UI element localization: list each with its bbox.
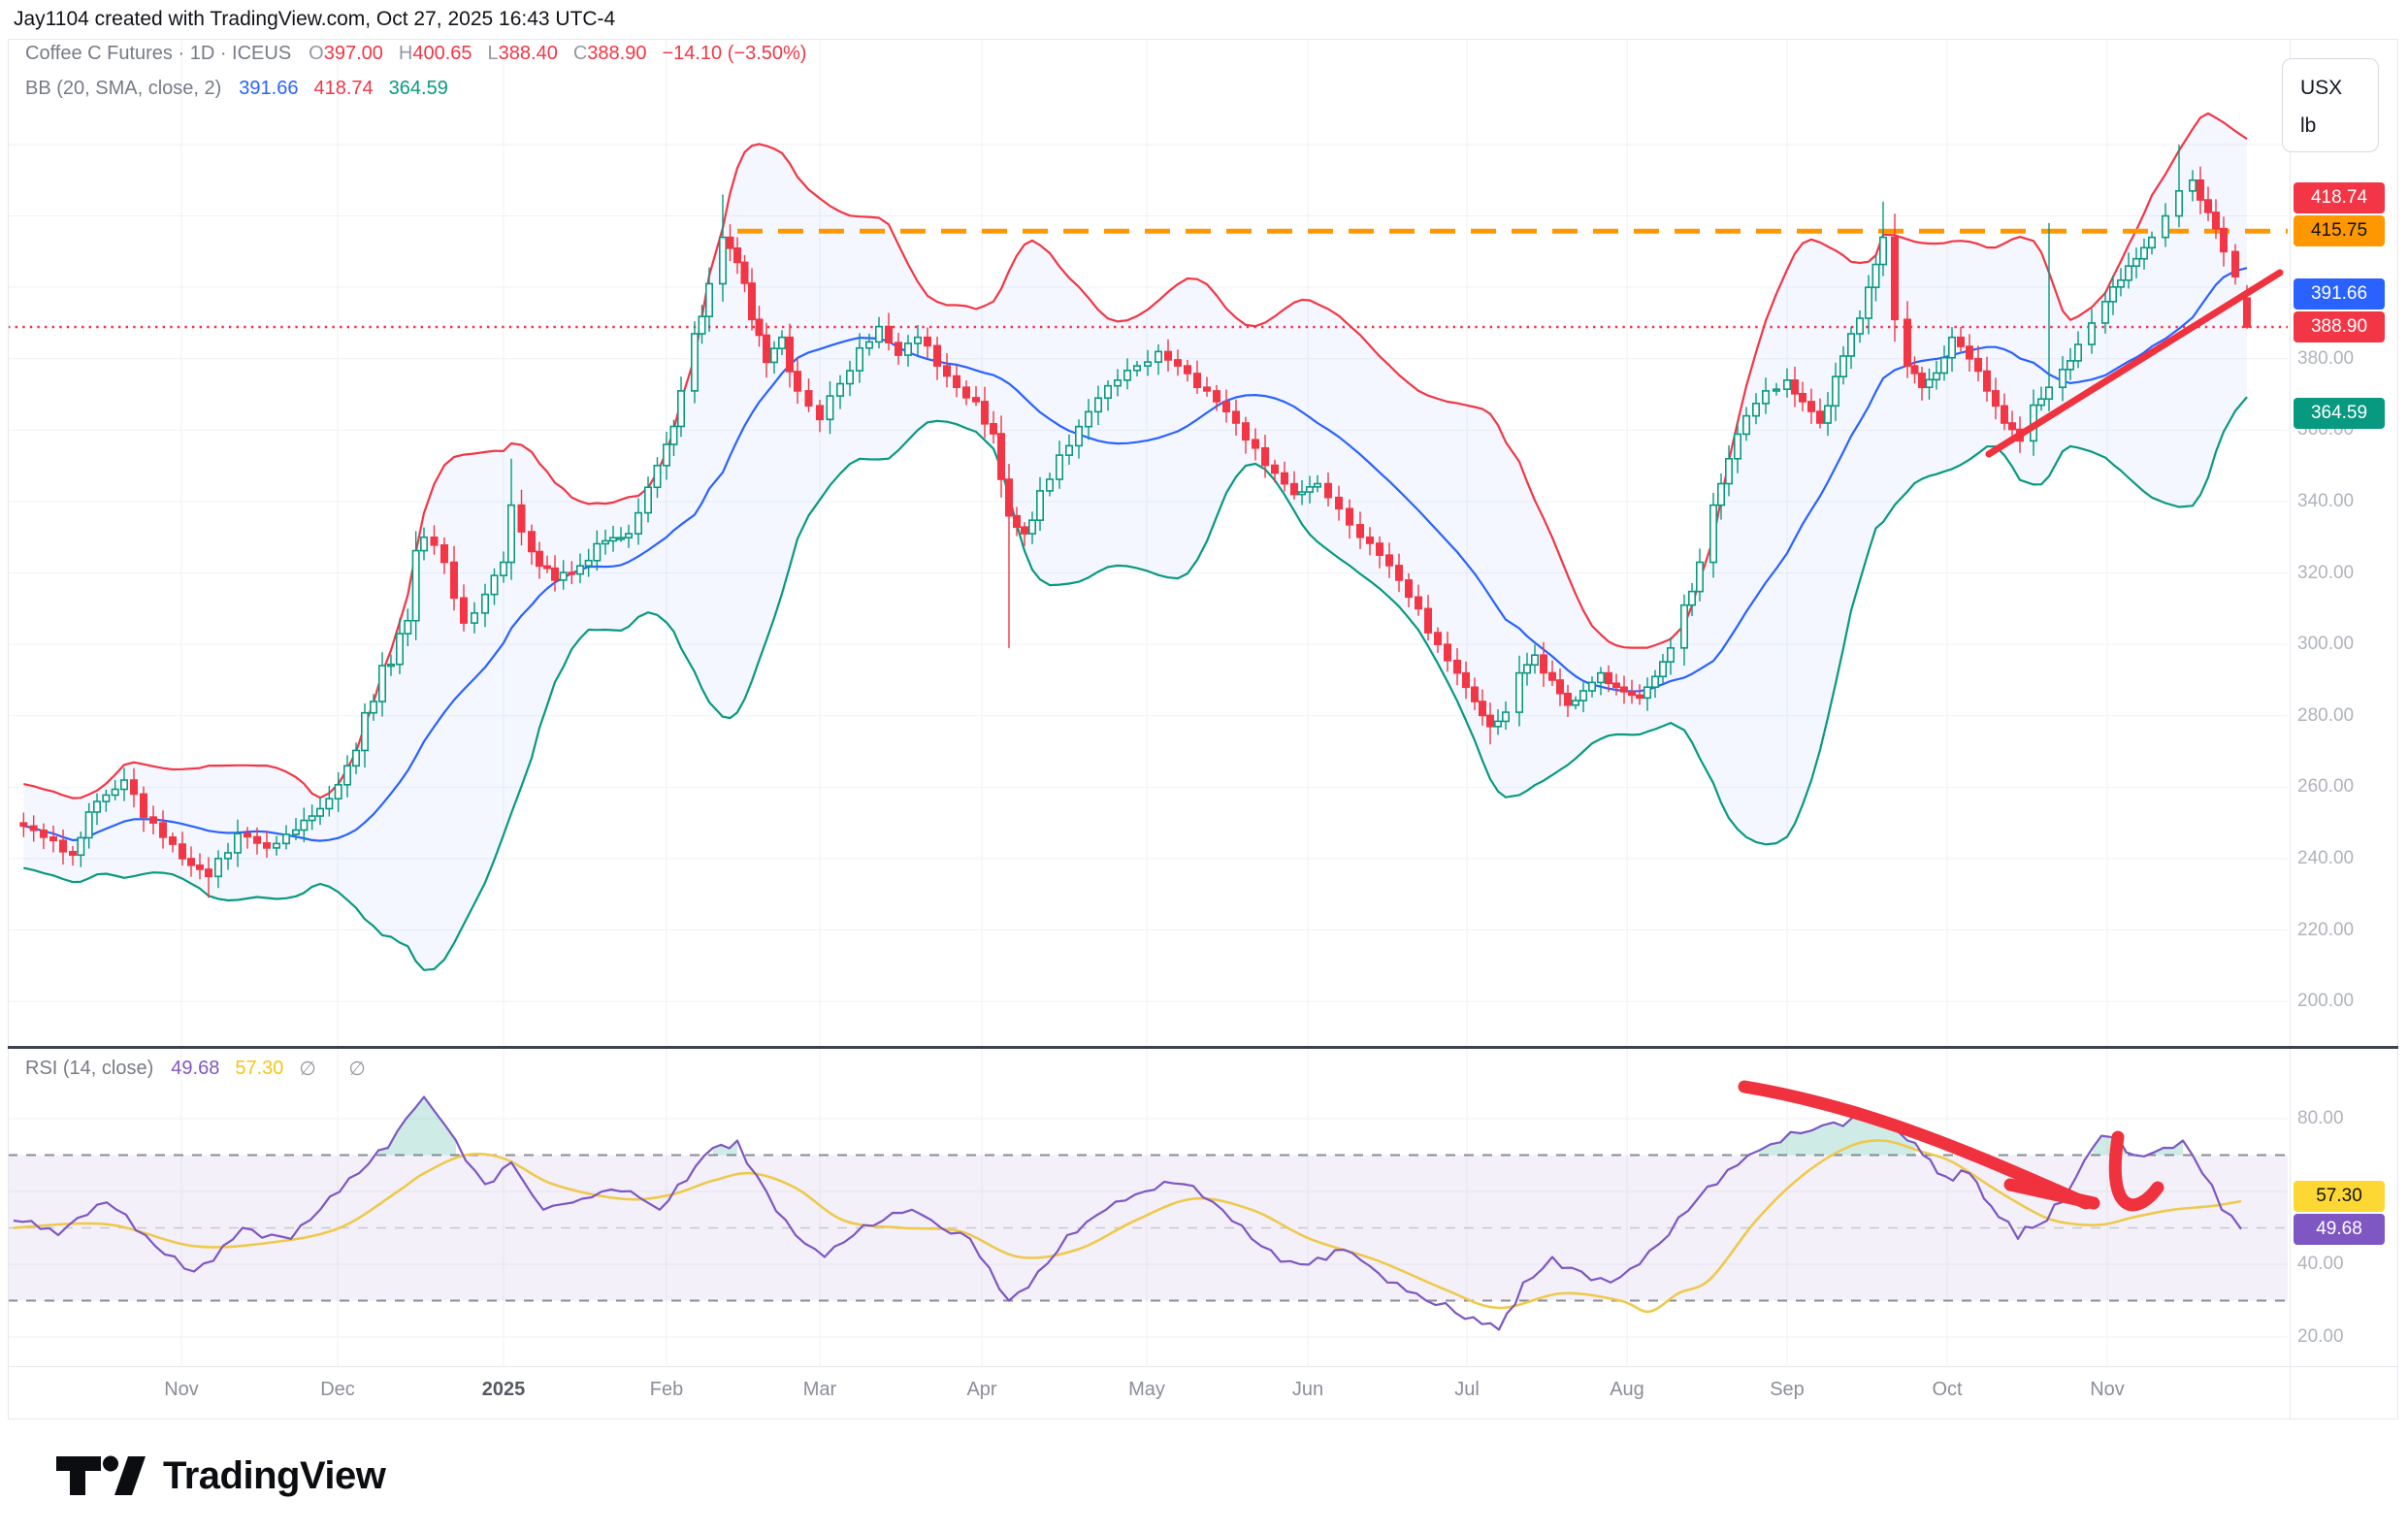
unit-currency: USX bbox=[2300, 77, 2343, 99]
tradingview-logo[interactable]: TradingView bbox=[54, 1453, 386, 1498]
time-axis-month: Mar bbox=[802, 1379, 837, 1400]
high-value: 400.65 bbox=[412, 43, 472, 64]
time-axis[interactable] bbox=[8, 1367, 2290, 1419]
time-axis-month: May bbox=[1128, 1379, 1165, 1400]
time-axis-border bbox=[8, 1366, 2398, 1367]
card-top-border bbox=[8, 39, 2398, 40]
price-tick-label: 200.00 bbox=[2297, 991, 2355, 1012]
bb-upper-value: 418.74 bbox=[313, 78, 374, 99]
high-label: H bbox=[398, 43, 413, 64]
time-axis-month: Apr bbox=[966, 1379, 997, 1400]
price-tick-label: 240.00 bbox=[2297, 847, 2355, 868]
price-tick-label: 260.00 bbox=[2297, 776, 2355, 798]
price-tick-label: 380.00 bbox=[2297, 347, 2355, 369]
symbol-title[interactable]: Coffee C Futures · 1D · ICEUS bbox=[25, 43, 292, 64]
close-label: C bbox=[572, 43, 588, 64]
price-tick-label: 220.00 bbox=[2297, 919, 2355, 940]
open-label: O bbox=[309, 43, 324, 64]
rsi-tick-label: 80.00 bbox=[2297, 1108, 2344, 1128]
rsi-tick-label: 20.00 bbox=[2297, 1326, 2344, 1347]
close-value: 388.90 bbox=[587, 43, 647, 64]
time-axis-month: Dec bbox=[320, 1379, 355, 1400]
bb-legend-row: BB (20, SMA, close, 2) 391.66 418.74 364… bbox=[25, 78, 464, 100]
low-label: L bbox=[487, 43, 499, 64]
unit-selector[interactable]: USX lb bbox=[2282, 58, 2379, 152]
rsi-tick-label: 40.00 bbox=[2297, 1254, 2344, 1274]
time-axis-month: Aug bbox=[1610, 1379, 1644, 1400]
price-badge: 57.30 bbox=[2294, 1180, 2385, 1212]
time-axis-month: Nov bbox=[164, 1379, 199, 1400]
rsi-title[interactable]: RSI (14, close) bbox=[25, 1058, 154, 1079]
rsi-value: 49.68 bbox=[171, 1058, 220, 1079]
attribution-text: Jay1104 created with TradingView.com, Oc… bbox=[14, 8, 616, 30]
tradingview-logo-text: TradingView bbox=[163, 1453, 386, 1497]
price-badge: 415.75 bbox=[2294, 215, 2385, 247]
card-right-border bbox=[2397, 39, 2398, 1419]
time-axis-month: 2025 bbox=[481, 1379, 526, 1400]
price-badge: 418.74 bbox=[2294, 182, 2385, 214]
unit-measure: lb bbox=[2300, 114, 2317, 137]
price-tick-label: 320.00 bbox=[2297, 562, 2355, 583]
price-axis[interactable] bbox=[2291, 39, 2397, 1366]
price-tick-label: 280.00 bbox=[2297, 704, 2355, 726]
time-axis-month: Nov bbox=[2090, 1379, 2125, 1400]
price-tick-label: 300.00 bbox=[2297, 634, 2355, 655]
price-badge: 364.59 bbox=[2294, 398, 2385, 430]
price-axis-border bbox=[2290, 39, 2291, 1419]
symbol-legend-row: Coffee C Futures · 1D · ICEUS O 397.00 H… bbox=[25, 43, 822, 65]
change-value: −14.10 (−3.50%) bbox=[662, 43, 807, 64]
tradingview-logo-icon bbox=[56, 1455, 146, 1495]
price-badge: 391.66 bbox=[2294, 278, 2385, 310]
time-axis-month: Sep bbox=[1770, 1379, 1805, 1400]
rsi-hidden-values: ∅ ∅ bbox=[299, 1059, 379, 1080]
time-axis-month: Jul bbox=[1454, 1379, 1480, 1400]
bb-title[interactable]: BB (20, SMA, close, 2) bbox=[25, 78, 222, 99]
pane-separator[interactable] bbox=[8, 1046, 2398, 1049]
open-value: 397.00 bbox=[323, 43, 383, 64]
price-badge: 388.90 bbox=[2294, 311, 2385, 342]
card-left-border bbox=[8, 39, 9, 1419]
low-value: 388.40 bbox=[498, 43, 558, 64]
rsi-ma-value: 57.30 bbox=[235, 1058, 284, 1079]
time-axis-month: Feb bbox=[649, 1379, 684, 1400]
time-axis-month: Jun bbox=[1291, 1379, 1324, 1400]
time-axis-month: Oct bbox=[1932, 1379, 1963, 1400]
bb-basis-value: 391.66 bbox=[239, 78, 299, 99]
rsi-legend-row: RSI (14, close) 49.68 57.30 ∅ ∅ bbox=[25, 1057, 379, 1081]
price-badge: 49.68 bbox=[2294, 1213, 2385, 1245]
price-tick-label: 340.00 bbox=[2297, 490, 2355, 511]
bb-lower-value: 364.59 bbox=[388, 78, 448, 99]
